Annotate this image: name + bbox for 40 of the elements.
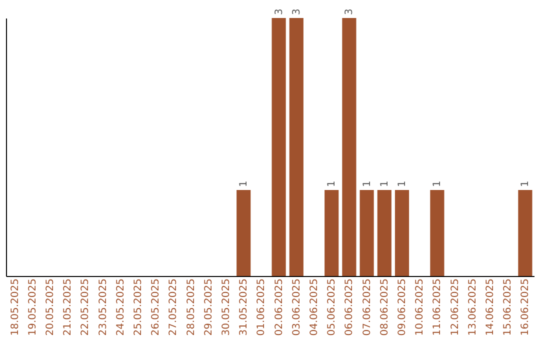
x-tick-label: 08.06.2025 <box>379 278 390 336</box>
x-tick-label: 13.06.2025 <box>467 278 478 336</box>
data-label: 3 <box>274 8 285 15</box>
x-tick-label: 11.06.2025 <box>432 278 444 336</box>
data-label: 1 <box>326 180 338 187</box>
x-tick-label: 04.06.2025 <box>309 278 320 336</box>
data-label: 1 <box>397 180 408 187</box>
x-tick-label: 07.06.2025 <box>362 278 373 336</box>
x-tick-label: 19.05.2025 <box>27 278 38 336</box>
x-tick-label: 03.06.2025 <box>291 278 302 336</box>
x-tick-label: 28.05.2025 <box>186 278 197 336</box>
x-tick-label: 25.05.2025 <box>133 278 144 336</box>
x-tick-label: 31.05.2025 <box>238 278 250 336</box>
x-tick-label: 29.05.2025 <box>203 278 214 336</box>
x-tick-label: 22.05.2025 <box>80 278 92 336</box>
x-tick-label: 26.05.2025 <box>150 278 162 336</box>
data-label: 1 <box>520 180 532 187</box>
x-tick-label: 06.06.2025 <box>344 278 356 336</box>
x-tick-label: 27.05.2025 <box>168 278 180 336</box>
data-label: 1 <box>379 180 390 187</box>
x-tick-label: 01.06.2025 <box>256 278 268 336</box>
x-tick-label: 12.06.2025 <box>450 278 461 336</box>
x-tick-label: 09.06.2025 <box>397 278 408 336</box>
x-tick-label: 02.06.2025 <box>274 278 285 336</box>
x-tick-label: 16.06.2025 <box>520 278 532 336</box>
x-tick-label: 20.05.2025 <box>45 278 56 336</box>
x-tick-label: 18.05.2025 <box>10 278 21 336</box>
data-label: 3 <box>291 8 302 15</box>
data-label: 3 <box>344 8 356 15</box>
data-label: 1 <box>362 180 373 187</box>
x-tick-label: 24.05.2025 <box>115 278 126 336</box>
data-label: 1 <box>238 180 250 187</box>
x-tick-label: 14.06.2025 <box>485 278 496 336</box>
x-tick-label: 30.05.2025 <box>221 278 232 336</box>
x-tick-label: 23.05.2025 <box>98 278 109 336</box>
x-tick-label: 15.06.2025 <box>502 278 514 336</box>
data-label: 1 <box>432 180 444 187</box>
x-tick-label: 10.06.2025 <box>414 278 426 336</box>
x-tick-label: 21.05.2025 <box>62 278 74 336</box>
x-tick-label: 05.06.2025 <box>326 278 338 336</box>
